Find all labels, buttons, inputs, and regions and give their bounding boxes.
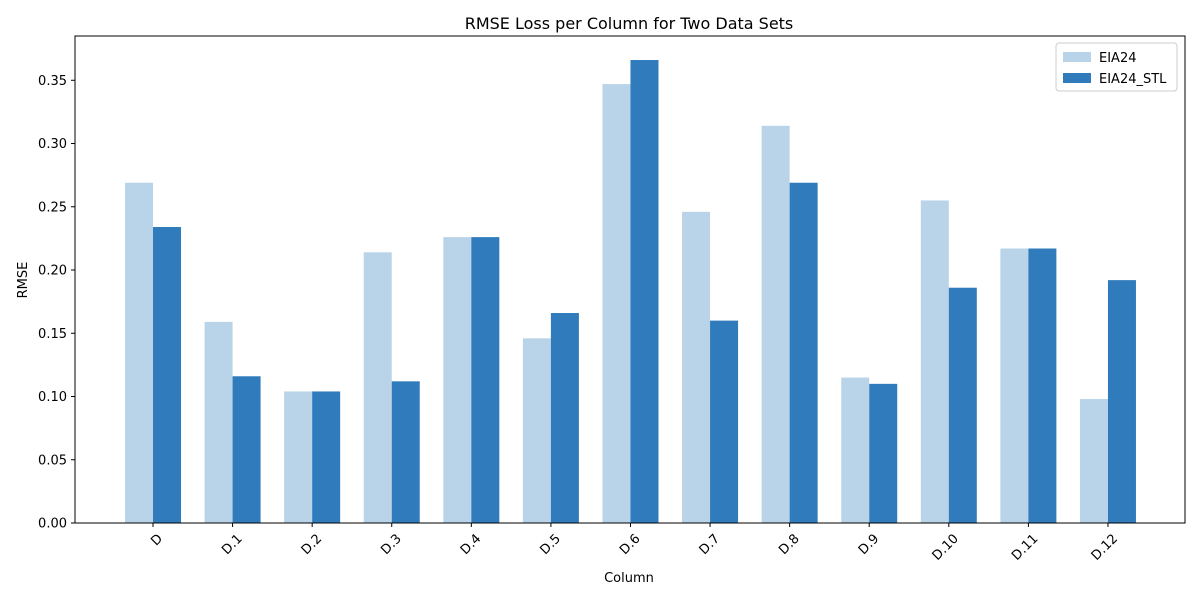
- bar-eia24-stl-d-9: [869, 383, 898, 523]
- legend-label-eia24-stl: EIA24_STL: [1099, 72, 1167, 87]
- bar-eia24-d-7: [682, 211, 711, 523]
- bar-eia24-stl-d-11: [1028, 248, 1057, 523]
- plot-area: 0.000.050.100.150.200.250.300.35D D.1 D.2 D…: [38, 35, 1186, 564]
- y-tick-label: 0.10: [38, 390, 67, 405]
- bar-eia24-stl-d-7: [710, 320, 739, 523]
- y-tick-label: 0.35: [38, 74, 67, 89]
- bar-eia24-d-4: [443, 237, 472, 523]
- legend: EIA24 EIA24_STL: [1055, 42, 1178, 92]
- y-tick-label: 0.30: [38, 137, 67, 152]
- bar-eia24-d: [125, 182, 153, 523]
- y-tick-label: 0.20: [38, 264, 67, 279]
- bar-eia24-stl-d-6: [630, 60, 659, 524]
- bar-eia24-d-10: [920, 200, 949, 523]
- bar-eia24-d-2: [284, 391, 313, 523]
- bar-eia24-d-1: [204, 321, 233, 523]
- bar-eia24-stl-d: [153, 227, 181, 523]
- legend-swatch-eia24-stl: [1063, 73, 1091, 83]
- chart-title: RMSE Loss per Column for Two Data Sets: [465, 14, 794, 33]
- y-tick-label: 0.05: [38, 453, 67, 468]
- bar-eia24-d-3: [363, 252, 392, 523]
- bar-eia24-stl-d-10: [948, 287, 977, 523]
- legend-swatch-eia24: [1063, 52, 1091, 62]
- bar-eia24-d-9: [841, 377, 870, 523]
- bar-eia24-stl-d-8: [789, 182, 818, 523]
- bar-eia24-stl-d-2: [312, 391, 341, 523]
- bar-eia24-d-11: [1000, 248, 1029, 523]
- bar-eia24-d-6: [602, 84, 631, 523]
- bar-eia24-d-8: [761, 125, 790, 523]
- y-tick-label: 0.00: [38, 517, 67, 532]
- bar-eia24-d-12: [1079, 399, 1108, 523]
- bar-eia24-stl-d-3: [391, 381, 420, 523]
- bar-eia24-stl-d-5: [550, 313, 579, 523]
- y-tick-label: 0.25: [38, 200, 67, 215]
- bar-eia24-stl-d-12: [1107, 280, 1136, 523]
- y-axis-label: RMSE: [16, 262, 31, 299]
- bar-eia24-d-5: [522, 338, 551, 523]
- y-tick-label: 0.15: [38, 327, 67, 342]
- bar-eia24-stl-d-4: [471, 237, 500, 523]
- x-axis-label: Column: [604, 571, 654, 586]
- bar-eia24-stl-d-1: [232, 376, 261, 523]
- legend-label-eia24: EIA24: [1099, 51, 1136, 66]
